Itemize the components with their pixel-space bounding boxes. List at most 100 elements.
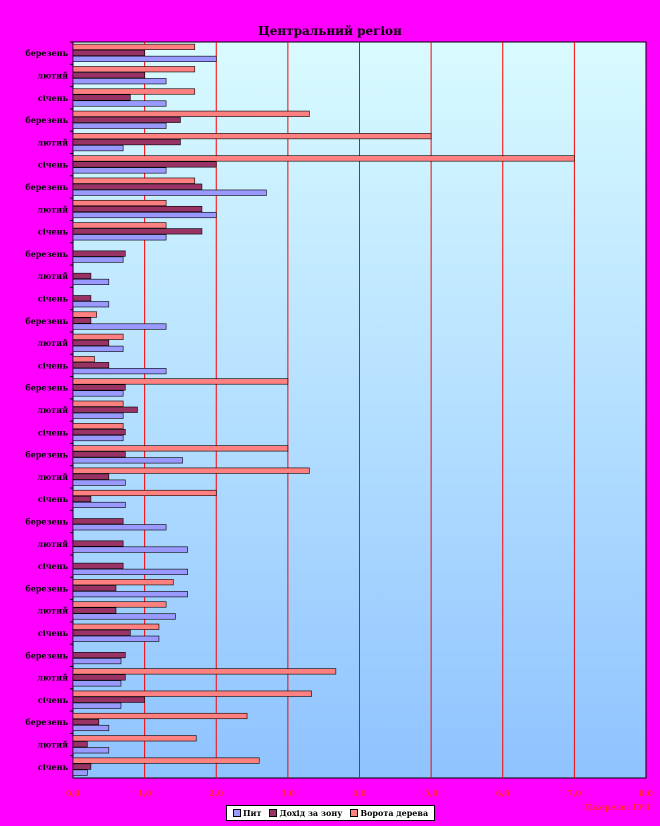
bar [72, 495, 92, 503]
bar [72, 741, 88, 748]
bar [72, 333, 124, 340]
category-label: лютий [37, 740, 68, 750]
bar [72, 205, 203, 213]
bar [72, 652, 126, 659]
category-label: січень [38, 293, 69, 303]
x-tick-label: 3,0 [281, 788, 295, 798]
category-label: березень [25, 717, 68, 727]
category-label: березень [25, 316, 68, 326]
bar [72, 116, 181, 123]
bar [72, 613, 176, 620]
legend-label: Дохід за зону [279, 808, 343, 818]
bar [72, 110, 310, 117]
bar [72, 88, 196, 95]
x-tick-label: 5,0 [424, 788, 438, 798]
category-labels: березень лютий січень березень лютий січень бе… [25, 41, 73, 772]
bar [72, 43, 196, 50]
bar [72, 658, 122, 665]
x-tick-label: 4,0 [353, 788, 367, 798]
category-label: січень [38, 695, 69, 705]
bar [72, 702, 122, 709]
bar [72, 183, 203, 190]
category-label: січень [38, 93, 69, 103]
bar [72, 562, 124, 569]
x-tick-labels: 0,0 1,0 2,0 3,0 4,0 5,0 6,0 7,0 8,0 [66, 788, 653, 798]
category-label: січень [38, 427, 69, 437]
bar [72, 763, 92, 770]
bar [72, 591, 188, 598]
legend-label: Ворота дерева [360, 808, 429, 818]
bar [72, 400, 124, 407]
bar [72, 323, 167, 330]
legend-item: Ворота дерева [350, 808, 428, 818]
bar [72, 177, 196, 184]
bar [72, 696, 145, 703]
bar [72, 712, 248, 720]
bar [72, 167, 167, 174]
bar [72, 155, 575, 162]
category-label: лютий [37, 338, 68, 348]
bar [72, 317, 92, 324]
category-label: лютий [37, 70, 68, 80]
bar [72, 94, 131, 101]
category-label: січень [38, 227, 69, 237]
bar [72, 295, 92, 302]
category-label: січень [38, 762, 69, 772]
bar [72, 55, 217, 62]
legend-label: Пит [243, 808, 262, 818]
bar [72, 100, 167, 107]
bar [72, 524, 167, 531]
bar [72, 272, 92, 279]
bar [72, 145, 124, 152]
bar [72, 724, 110, 732]
bar [72, 489, 217, 497]
x-tick-label: 1,0 [138, 788, 152, 798]
bar [72, 189, 267, 196]
bar [72, 635, 160, 642]
legend-swatch [233, 809, 241, 817]
bar [72, 769, 88, 776]
bar [72, 579, 174, 586]
bar [72, 390, 124, 397]
bar [72, 546, 188, 553]
bar [72, 211, 217, 219]
category-label: лютий [37, 271, 68, 281]
category-label: березень [25, 450, 68, 460]
category-label: лютий [37, 405, 68, 415]
bar [72, 568, 188, 575]
bar [72, 161, 217, 168]
legend-item: Пит [233, 808, 261, 818]
legend-swatch [269, 809, 278, 817]
x-tick-label: 2,0 [209, 788, 223, 798]
bar [72, 423, 124, 430]
category-label: березень [25, 182, 68, 192]
bar [72, 467, 310, 474]
bar [72, 757, 260, 764]
bar [72, 199, 167, 207]
bar [72, 473, 110, 480]
bar [72, 339, 110, 346]
bar [72, 690, 312, 697]
bar [72, 222, 167, 229]
bar [72, 301, 110, 308]
bar [72, 445, 289, 452]
bar [72, 435, 124, 442]
bar [72, 457, 183, 464]
chart-title: Центральний регіон [258, 24, 402, 38]
bar [72, 228, 203, 235]
x-tick-label: 6,0 [496, 788, 510, 798]
x-tick-label: 0,0 [66, 788, 80, 798]
category-label: лютий [37, 539, 68, 549]
bar [72, 429, 126, 436]
legend-swatch [350, 809, 359, 817]
bar [72, 362, 110, 369]
category-label: лютий [37, 204, 68, 214]
category-label: лютий [37, 472, 68, 482]
bar [72, 518, 124, 525]
category-label: січень [38, 360, 69, 370]
bar [72, 607, 117, 614]
source-label: Джерело: ГУЗ [585, 802, 651, 812]
bar [72, 72, 145, 79]
bar [72, 368, 167, 375]
